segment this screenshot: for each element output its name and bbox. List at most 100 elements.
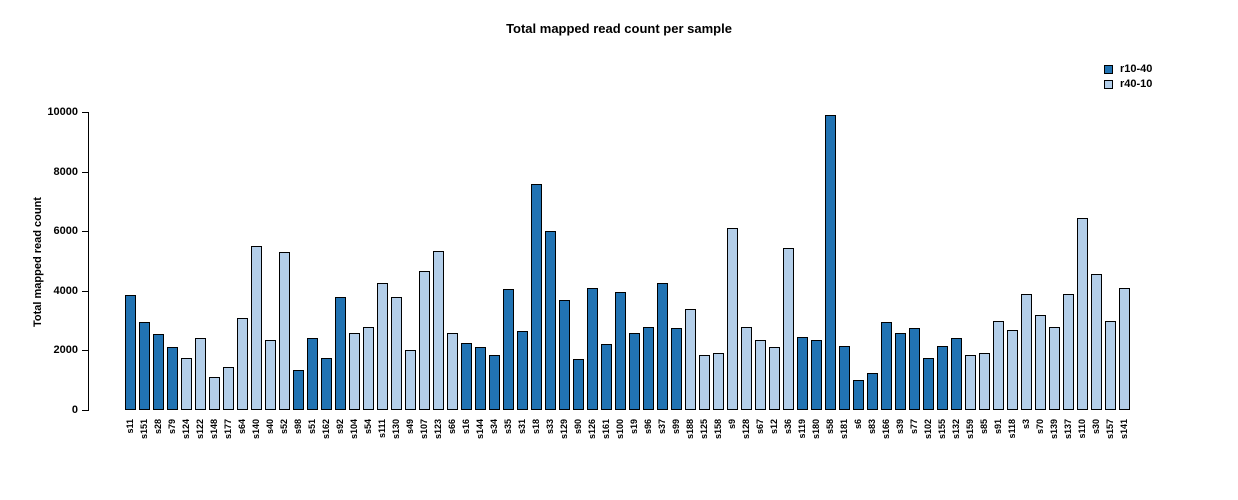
- x-tick-label-s140: s140: [251, 419, 261, 440]
- y-tick-mark: [82, 172, 88, 173]
- bar-s66: [447, 333, 458, 410]
- bar-s54: [363, 327, 374, 410]
- bar-s91: [993, 321, 1004, 410]
- legend: r10-40 r40-10: [1104, 63, 1152, 91]
- x-tick-label-s159: s159: [965, 419, 975, 440]
- x-tick-label-s123: s123: [433, 419, 443, 440]
- x-tick-label-s39: s39: [895, 419, 905, 435]
- bar-s3: [1021, 294, 1032, 410]
- bar-s33: [545, 231, 556, 410]
- x-tick-label-s180: s180: [811, 419, 821, 440]
- y-tick-mark: [82, 112, 88, 113]
- bar-s158: [713, 353, 724, 410]
- x-tick-label-s129: s129: [559, 419, 569, 440]
- bar-s11: [125, 295, 136, 410]
- bar-s144: [475, 347, 486, 410]
- legend-swatch-r10-40: [1104, 65, 1113, 74]
- x-tick-label-s77: s77: [909, 419, 919, 435]
- bar-s98: [293, 370, 304, 410]
- x-tick-label-s70: s70: [1035, 419, 1045, 435]
- bar-s79: [167, 347, 178, 410]
- x-tick-label-s16: s16: [461, 419, 471, 435]
- legend-label: r10-40: [1120, 63, 1153, 75]
- y-tick-label: 8000: [53, 166, 78, 178]
- bar-s49: [405, 350, 416, 410]
- x-tick-label-s144: s144: [475, 419, 485, 440]
- x-tick-label-s98: s98: [293, 419, 303, 435]
- x-tick-label-s104: s104: [349, 419, 359, 440]
- x-tick-label-s34: s34: [489, 419, 499, 435]
- bar-s159: [965, 355, 976, 410]
- x-tick-label-s166: s166: [881, 419, 891, 440]
- bar-s12: [769, 347, 780, 410]
- bar-s9: [727, 228, 738, 410]
- x-tick-label-s35: s35: [503, 419, 513, 435]
- y-tick-label: 2000: [53, 344, 78, 356]
- x-tick-label-s36: s36: [783, 419, 793, 435]
- x-tick-label-s83: s83: [867, 419, 877, 435]
- bar-s155: [937, 346, 948, 410]
- bar-s157: [1105, 321, 1116, 410]
- bar-s51: [307, 338, 318, 410]
- bar-s132: [951, 338, 962, 410]
- x-tick-label-s31: s31: [517, 419, 527, 435]
- x-tick-label-s188: s188: [685, 419, 695, 440]
- y-tick-label: 0: [71, 404, 78, 416]
- x-tick-label-s110: s110: [1077, 419, 1087, 439]
- bar-s77: [909, 328, 920, 410]
- x-tick-label-s54: s54: [363, 419, 373, 435]
- bar-s96: [643, 327, 654, 410]
- bar-s19: [629, 333, 640, 410]
- legend-item-r10-40: r10-40: [1104, 63, 1152, 76]
- bar-s39: [895, 333, 906, 410]
- bar-s102: [923, 358, 934, 410]
- x-tick-label-s161: s161: [601, 419, 611, 440]
- x-tick-label-s28: s28: [153, 419, 163, 435]
- x-tick-label-s51: s51: [307, 419, 317, 435]
- bar-s85: [979, 353, 990, 410]
- bar-s34: [489, 355, 500, 410]
- bar-s125: [699, 355, 710, 410]
- x-tick-label-s122: s122: [195, 419, 205, 440]
- x-tick-label-s111: s111: [377, 419, 387, 439]
- x-tick-label-s141: s141: [1119, 419, 1129, 440]
- y-tick-mark: [82, 291, 88, 292]
- x-tick-label-s79: s79: [167, 419, 177, 435]
- bar-s128: [741, 327, 752, 410]
- bar-s28: [153, 334, 164, 410]
- bar-s130: [391, 297, 402, 410]
- bar-s37: [657, 283, 668, 410]
- x-tick-label-s118: s118: [1007, 419, 1017, 439]
- x-tick-label-s37: s37: [657, 419, 667, 435]
- x-tick-label-s158: s158: [713, 419, 723, 440]
- bar-s70: [1035, 315, 1046, 410]
- bar-s67: [755, 340, 766, 410]
- x-tick-label-s91: s91: [993, 419, 1003, 435]
- bar-s58: [825, 115, 836, 410]
- y-axis-line: [88, 112, 89, 411]
- bar-s90: [573, 359, 584, 410]
- x-tick-label-s85: s85: [979, 419, 989, 435]
- x-tick-label-s119: s119: [797, 419, 807, 439]
- x-tick-label-s177: s177: [223, 419, 233, 440]
- x-tick-label-s9: s9: [727, 419, 737, 430]
- x-tick-label-s19: s19: [629, 419, 639, 435]
- bar-s52: [279, 252, 290, 410]
- x-tick-label-s30: s30: [1091, 419, 1101, 435]
- bar-s36: [783, 248, 794, 410]
- x-tick-label-s102: s102: [923, 419, 933, 440]
- bar-s6: [853, 380, 864, 410]
- x-tick-label-s99: s99: [671, 419, 681, 435]
- bar-s16: [461, 343, 472, 410]
- bar-s111: [377, 283, 388, 410]
- x-tick-label-s58: s58: [825, 419, 835, 435]
- y-tick-mark: [82, 410, 88, 411]
- x-tick-label-s137: s137: [1063, 419, 1073, 440]
- bar-s35: [503, 289, 514, 410]
- bar-s123: [433, 251, 444, 410]
- y-tick-label: 4000: [53, 285, 78, 297]
- bar-s166: [881, 322, 892, 410]
- x-tick-label-s49: s49: [405, 419, 415, 435]
- y-axis-title: Total mapped read count: [32, 197, 44, 327]
